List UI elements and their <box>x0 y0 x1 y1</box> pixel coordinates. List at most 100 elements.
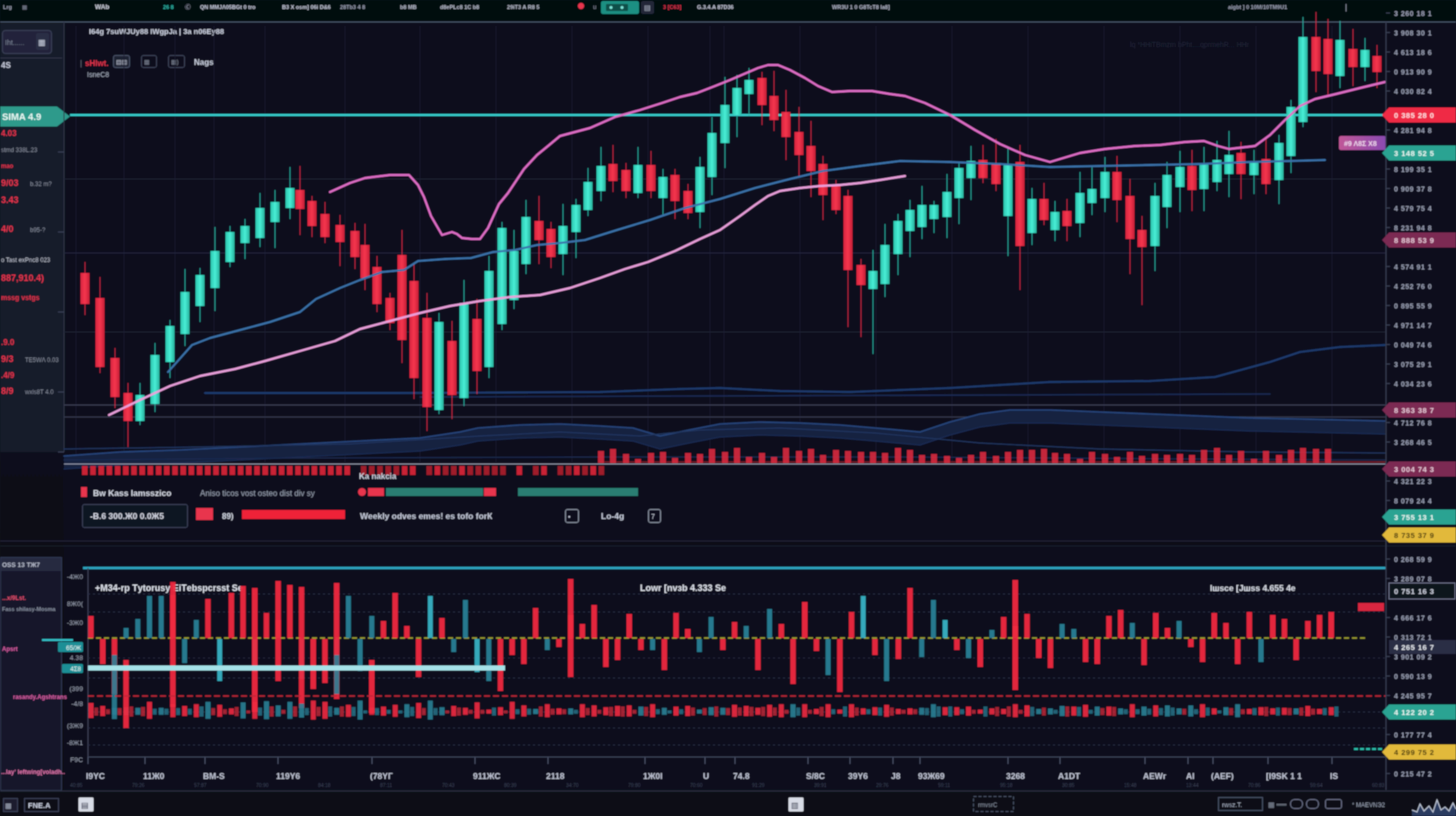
svg-text:4 712 76 8: 4 712 76 8 <box>1394 421 1432 428</box>
svg-text:29:76: 29:76 <box>876 783 889 789</box>
svg-text:WAb: WAb <box>95 4 109 11</box>
svg-text:39Y6: 39Y6 <box>848 771 868 781</box>
svg-text:ОSS 13 TЖ7: ОSS 13 TЖ7 <box>2 562 40 569</box>
svg-text:FNE.A: FNE.A <box>28 801 51 810</box>
svg-text:SIMA 4.9: SIMA 4.9 <box>2 112 41 123</box>
svg-text:WR3U 1 0 G8TcT8 la8]: WR3U 1 0 G8TcT8 la8] <box>832 5 890 11</box>
svg-text:93Ж69: 93Ж69 <box>918 771 945 781</box>
svg-text:3 755 13 1: 3 755 13 1 <box>1394 513 1434 522</box>
svg-text:26 8: 26 8 <box>163 5 174 11</box>
svg-text:4 299 75 2: 4 299 75 2 <box>1394 748 1434 757</box>
svg-text:8 735 37 9: 8 735 37 9 <box>1394 531 1434 540</box>
svg-text:|: | <box>80 59 82 68</box>
svg-text:rwsz.T.: rwsz.T. <box>1222 802 1242 809</box>
svg-text:sHlwt.: sHlwt. <box>85 59 109 68</box>
svg-text:TE5WΛ 0.03: TE5WΛ 0.03 <box>25 358 59 364</box>
svg-text:.9.0: .9.0 <box>1 338 15 347</box>
svg-text:4 971 14 7: 4 971 14 7 <box>1394 323 1432 330</box>
svg-text:60:83: 60:83 <box>1372 783 1385 789</box>
svg-text:4 574 91 1: 4 574 91 1 <box>1394 265 1432 272</box>
svg-text:4.38: 4.38 <box>70 655 83 662</box>
svg-text:4.03: 4.03 <box>1 129 17 138</box>
svg-text:3268: 3268 <box>1006 771 1025 781</box>
svg-text:lq *HHiTBmzm bPht....qprme: lq *HHiTBmzm bPht....qprmehR... HHr <box>1130 42 1250 49</box>
svg-text:IS: IS <box>1330 771 1338 781</box>
svg-text:Ⓒ: Ⓒ <box>185 3 191 11</box>
svg-text:wxls8T 4.0: wxls8T 4.0 <box>24 390 54 396</box>
svg-text:mssg vstgs: mssg vstgs <box>1 295 40 302</box>
svg-text:F9C: F9C <box>70 757 83 764</box>
svg-text:▤▤: ▤▤ <box>116 60 128 66</box>
svg-text:911ЖC: 911ЖC <box>473 771 501 781</box>
svg-text:rasandy.Agshtrаns: rasandy.Agshtrаns <box>13 695 68 701</box>
svg-text:2118: 2118 <box>546 771 565 781</box>
svg-text:-8Ж1: -8Ж1 <box>67 740 83 747</box>
svg-text:34:70: 34:70 <box>566 783 579 789</box>
svg-text:4 321 22 3: 4 321 22 3 <box>1394 479 1432 486</box>
svg-text:3 289 07 8: 3 289 07 8 <box>1394 577 1432 584</box>
svg-text:39:91: 39:91 <box>814 783 827 789</box>
svg-text:4/0: 4/0 <box>1 224 14 234</box>
svg-text:3 260 18 1: 3 260 18 1 <box>1394 11 1432 18</box>
svg-text:8 231 94 8: 8 231 94 8 <box>1394 226 1432 233</box>
svg-text:Fass shilasy-Mosmа: Fass shilasy-Mosmа <box>2 607 56 613</box>
svg-text:79:80: 79:80 <box>628 783 641 789</box>
svg-text:4 030 82 4: 4 030 82 4 <box>1394 89 1432 96</box>
svg-text:30:85: 30:85 <box>1062 783 1075 789</box>
svg-text:▦ ══: ▦ ══ <box>1268 802 1287 809</box>
svg-text:8 199 35 1: 8 199 35 1 <box>1394 167 1432 174</box>
svg-text:4 265 16 7: 4 265 16 7 <box>1394 643 1434 652</box>
svg-text:Bw Kass lamsszico: Bw Kass lamsszico <box>93 488 171 498</box>
svg-text:Apsrt: Apsrt <box>2 647 18 653</box>
svg-text:#9 Λ8Σ Χ8: #9 Λ8Σ Χ8 <box>1344 141 1377 148</box>
svg-text:0 268 59 9: 0 268 59 9 <box>1394 557 1432 564</box>
svg-text:stmd 338L.23: stmd 338L.23 <box>1 148 38 154</box>
svg-text:65/Ж: 65/Ж <box>66 645 81 652</box>
svg-text:3.43: 3.43 <box>1 195 19 205</box>
svg-text:BM-S: BM-S <box>203 771 225 781</box>
svg-text:aigbt ] 0 10M/10TM9U1: aigbt ] 0 10M/10TM9U1 <box>1228 5 1287 11</box>
svg-text:▤: ▤ <box>644 5 651 12</box>
svg-text:4 252 76 0: 4 252 76 0 <box>1394 284 1432 291</box>
svg-text:Lo-4g: Lo-4g <box>601 511 624 521</box>
svg-text:3 148 52 5: 3 148 52 5 <box>1394 149 1434 158</box>
svg-text:Iht......: Iht...... <box>5 40 25 47</box>
svg-text:8 363 38 7: 8 363 38 7 <box>1394 406 1434 415</box>
svg-text:3 075 29 1: 3 075 29 1 <box>1394 362 1432 369</box>
svg-text:Nаgs: Nаgs <box>194 58 214 67</box>
svg-text:13:44: 13:44 <box>1186 783 1199 789</box>
svg-text:QN MMJΛ05BGt 0 tro: QN MMJΛ05BGt 0 tro <box>200 5 256 11</box>
svg-text:(399: (399 <box>69 686 83 693</box>
svg-text:0 049 74 6: 0 049 74 6 <box>1394 343 1432 350</box>
svg-text:4 245 95 7: 4 245 95 7 <box>1394 694 1432 701</box>
svg-text:(AEF): (AEF) <box>1211 771 1234 781</box>
svg-text:(3Ж9: (3Ж9 <box>67 723 83 730</box>
svg-text:-4Ж0: -4Ж0 <box>67 574 83 581</box>
svg-text:rmvsrC: rmvsrC <box>978 803 998 809</box>
svg-text:4S: 4S <box>1 61 11 70</box>
svg-text:-4/8: -4/8 <box>71 701 83 708</box>
svg-text:79:26: 79:26 <box>132 783 145 789</box>
svg-text:70:90: 70:90 <box>256 783 269 789</box>
svg-text:70:86: 70:86 <box>1248 783 1261 789</box>
svg-text:AI: AI <box>1186 771 1195 781</box>
svg-text:87:11: 87:11 <box>380 783 392 789</box>
svg-text:4 034 23 6: 4 034 23 6 <box>1394 382 1432 389</box>
svg-text:IsneC8: IsneC8 <box>87 72 109 79</box>
svg-text:3 908 30 1: 3 908 30 1 <box>1394 31 1432 38</box>
svg-text:▦: ▦ <box>38 38 46 47</box>
svg-text:B3 X osm] 06i D&6: B3 X osm] 06i D&6 <box>282 5 331 11</box>
svg-text:G.3.4.A 87D36: G.3.4.A 87D36 <box>697 5 734 11</box>
svg-text:0 215 47 2: 0 215 47 2 <box>1394 772 1432 779</box>
svg-text:4 613 18 6: 4 613 18 6 <box>1394 50 1432 57</box>
svg-text:Lrg: Lrg <box>3 5 12 11</box>
svg-text:74.8: 74.8 <box>733 771 750 781</box>
svg-text:0 895 55 9: 0 895 55 9 <box>1394 304 1432 311</box>
svg-text:0 913 90 9: 0 913 90 9 <box>1394 70 1432 77</box>
svg-text:8/9: 8/9 <box>1 386 14 396</box>
svg-text:...x/9Lst.: ...x/9Lst. <box>2 596 26 602</box>
svg-text:Ka nakcia: Ka nakcia <box>359 472 397 481</box>
svg-text:59:11: 59:11 <box>938 783 950 789</box>
svg-text:mao: mao <box>1 164 14 170</box>
svg-text:-B.6 300.Ж0 0.0Ж5: -B.6 300.Ж0 0.0Ж5 <box>90 511 164 521</box>
